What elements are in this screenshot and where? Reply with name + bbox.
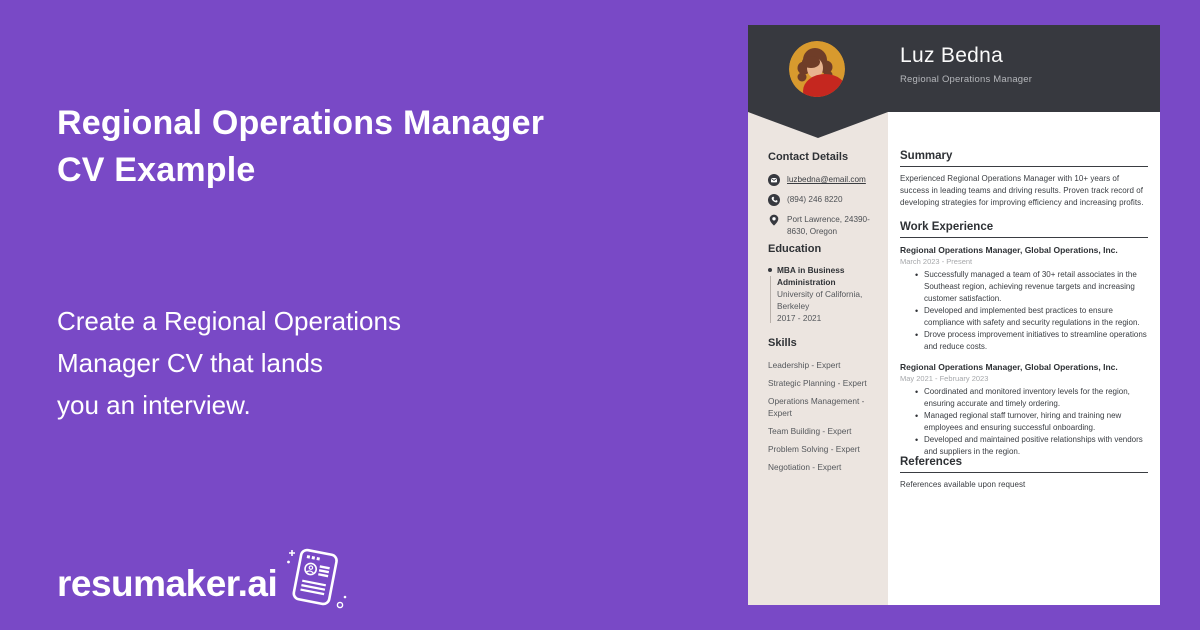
education-timeline-marker [768,265,777,325]
candidate-job-title: Regional Operations Manager [900,74,1033,85]
contact-details-heading: Contact Details [768,151,849,163]
page-title-line2: CV Example [57,151,256,189]
cv-preview: Luz Bedna Regional Operations Manager Co… [748,25,1160,605]
skill-item: Operations Management - Expert [768,396,865,418]
resume-document-icon [285,544,349,619]
skills-section: Skills Leadership - Expert Strategic Pla… [768,337,876,479]
resumaker-logo: resumaker.ai [53,548,349,619]
contact-email-row: luzbedna@email.com [768,173,876,186]
contact-details-section: Contact Details luzbedna@email.com [768,151,876,245]
job-bullet: Developed and maintained positive relati… [915,434,1148,458]
job-bullet-list: Coordinated and monitored inventory leve… [900,386,1148,458]
summary-text: Experienced Regional Operations Manager … [900,174,1144,207]
job-title: Regional Operations Manager, Global Oper… [900,362,1118,372]
summary-heading: Summary [900,150,1148,167]
references-text: References available upon request [900,480,1026,489]
skill-item: Leadership - Expert [768,360,841,370]
education-section: Education MBA in Business Administration… [768,243,876,325]
education-heading: Education [768,243,822,255]
summary-section: Summary Experienced Regional Operations … [900,150,1148,209]
skill-item: Team Building - Expert [768,426,852,436]
promo-panel: Regional Operations Manager CV Example C… [57,0,707,630]
profile-photo [789,41,845,97]
phone-number: (894) 246 8220 [787,195,843,204]
skills-heading: Skills [768,337,797,349]
job-bullet: Successfully managed a team of 30+ retai… [915,269,1148,305]
education-entry-text: MBA in Business Administration Universit… [777,265,876,325]
contact-phone-row: (894) 246 8220 [768,193,876,206]
education-years: 2017 - 2021 [777,313,822,323]
skill-item: Problem Solving - Expert [768,444,860,454]
candidate-name: Luz Bedna [900,44,1004,67]
cv-name-block: Luz Bedna Regional Operations Manager [900,42,1032,85]
work-experience-section: Work Experience Regional Operations Mana… [900,221,1148,458]
references-section: References References available upon req… [900,456,1148,491]
page-subtitle-line2: Manager CV that lands [57,348,323,378]
job-bullet: Managed regional staff turnover, hiring … [915,410,1148,434]
job-bullet: Coordinated and monitored inventory leve… [915,386,1148,410]
envelope-icon [768,173,780,186]
references-heading: References [900,456,1148,473]
page-title-line1: Regional Operations Manager [57,104,545,142]
phone-icon [768,193,780,206]
page-subtitle-line1: Create a Regional Operations [57,306,401,336]
education-entry: MBA in Business Administration Universit… [768,265,876,325]
skill-item: Strategic Planning - Expert [768,378,867,388]
job-dates: March 2023 - Present [900,257,973,266]
skill-item: Negotiation - Expert [768,462,842,472]
address: Port Lawrence, 24390-8630, Oregon [787,215,870,236]
job-entry: Regional Operations Manager, Global Oper… [900,245,1148,353]
education-school: University of California, Berkeley [777,289,863,311]
page-title: Regional Operations Manager CV Example [57,100,544,194]
work-experience-heading: Work Experience [900,221,1148,238]
job-entry: Regional Operations Manager, Global Oper… [900,362,1148,458]
page-subtitle: Create a Regional Operations Manager CV … [57,300,401,426]
email-link[interactable]: luzbedna@email.com [787,175,866,184]
map-pin-icon [768,213,780,226]
job-title: Regional Operations Manager, Global Oper… [900,245,1118,255]
job-bullet: Drove process improvement initiatives to… [915,329,1148,353]
resumaker-logo-text: resumaker.ai [57,562,278,604]
contact-address-row: Port Lawrence, 24390-8630, Oregon [768,213,876,238]
job-bullet-list: Successfully managed a team of 30+ retai… [900,269,1148,353]
job-bullet: Developed and implemented best practices… [915,305,1148,329]
page-subtitle-line3: you an interview. [57,390,251,420]
education-degree: MBA in Business Administration [777,265,845,287]
job-dates: May 2021 - February 2023 [900,374,989,383]
